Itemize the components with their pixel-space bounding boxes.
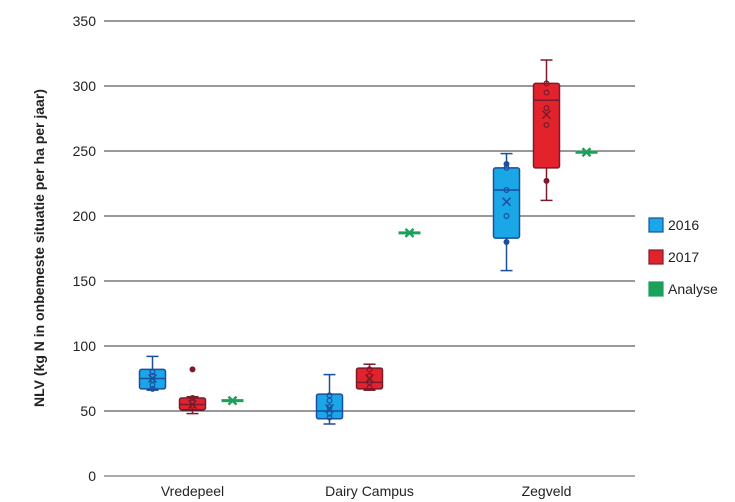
- data-point: [503, 187, 510, 194]
- legend-item-2016: 2016: [648, 217, 699, 233]
- y-tick-label: 150: [73, 273, 97, 289]
- x-tick-label: Dairy Campus: [325, 483, 414, 499]
- mean-marker: [324, 403, 335, 413]
- x-tick-labels: Vredepeel Dairy Campus Zegveld: [161, 483, 572, 499]
- data-point: [326, 404, 333, 411]
- data-point: [543, 121, 550, 128]
- mean-marker: [501, 197, 512, 207]
- data-point: [189, 366, 196, 373]
- data-point: [149, 369, 156, 376]
- analyse-cross: [404, 228, 415, 238]
- y-tick-label: 50: [80, 403, 96, 419]
- box-2017-zegveld: [532, 59, 561, 202]
- data-point: [189, 395, 196, 402]
- box-body: [532, 82, 561, 169]
- data-point: [326, 392, 333, 399]
- legend-item-analyse: Analyse: [648, 281, 718, 297]
- analyse-markers: [221, 147, 598, 406]
- box-2017-dairy-campus: [355, 363, 384, 391]
- y-tick-label: 350: [73, 13, 97, 29]
- data-point: [189, 402, 196, 409]
- analyse-marker-zegveld: [575, 147, 598, 158]
- data-point: [543, 80, 550, 87]
- y-tick-label: 0: [88, 468, 96, 484]
- y-tick-label: 300: [73, 78, 97, 94]
- box-2017-vredepeel: [178, 366, 207, 415]
- data-point: [326, 414, 333, 421]
- box-2016-dairy-campus: [315, 373, 344, 425]
- box-body: [315, 393, 344, 420]
- data-point: [149, 385, 156, 392]
- data-point: [366, 379, 373, 386]
- box-series: [138, 59, 561, 425]
- data-point: [503, 213, 510, 220]
- data-point: [543, 177, 550, 184]
- y-tick-label: 100: [73, 338, 97, 354]
- box-2016-zegveld: [492, 152, 521, 272]
- analyse-cross: [227, 395, 238, 406]
- mean-marker: [541, 110, 552, 120]
- x-tick-label: Vredepeel: [161, 483, 224, 499]
- data-point: [543, 105, 550, 112]
- legend-swatch: [648, 281, 664, 297]
- box-2016-vredepeel: [138, 355, 167, 392]
- data-point: [149, 376, 156, 383]
- y-tick-label: 250: [73, 143, 97, 159]
- mean-marker: [364, 373, 375, 384]
- legend: 2016 2017 Analyse: [648, 217, 718, 297]
- legend-swatch: [648, 249, 664, 265]
- box-body: [492, 167, 521, 239]
- legend-item-2017: 2017: [648, 249, 699, 265]
- mean-marker: [147, 373, 158, 384]
- y-tick-labels: 0 50 100 150 200 250 300 350: [73, 13, 97, 484]
- mean-marker: [187, 399, 198, 410]
- data-point: [543, 89, 550, 96]
- data-point: [503, 161, 510, 168]
- y-tick-label: 200: [73, 208, 97, 224]
- legend-label: Analyse: [668, 281, 718, 297]
- legend-swatch: [648, 217, 664, 233]
- y-axis-label: NLV (kg N in onbemeste situatie per ha p…: [31, 89, 47, 407]
- analyse-marker-dairy-campus: [398, 228, 421, 238]
- analyse-marker-vredepeel: [221, 395, 244, 406]
- analyse-cross: [581, 147, 592, 158]
- legend-label: 2017: [668, 249, 699, 265]
- data-point: [326, 410, 333, 417]
- data-point: [503, 239, 510, 246]
- x-tick-label: Zegveld: [522, 483, 572, 499]
- data-point: [366, 366, 373, 373]
- legend-label: 2016: [668, 217, 699, 233]
